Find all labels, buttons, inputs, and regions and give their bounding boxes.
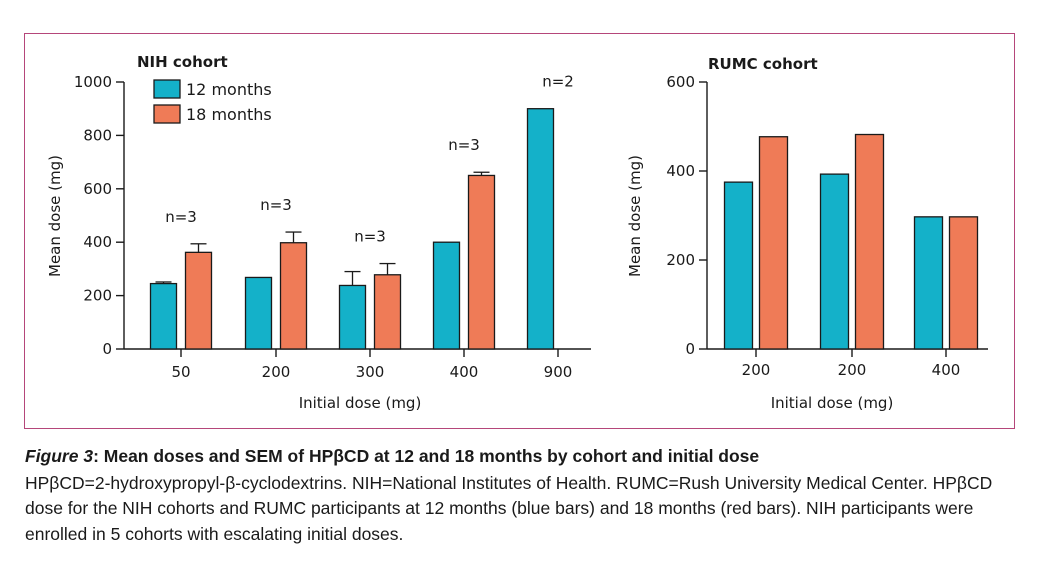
caption-title-text: : Mean doses and SEM of HPβCD at 12 and … <box>93 446 760 466</box>
bar <box>244 276 273 350</box>
bar <box>758 136 789 350</box>
x-tick-label: 200 <box>262 363 291 381</box>
bar <box>467 174 496 350</box>
legend-label: 12 months <box>186 80 272 99</box>
bar <box>526 108 555 350</box>
figure-caption: Figure 3: Mean doses and SEM of HPβCD at… <box>25 444 1025 547</box>
y-tick-label: 200 <box>83 287 112 305</box>
y-tick-label: 1000 <box>74 73 112 91</box>
y-tick-label: 0 <box>685 340 695 358</box>
y-axis-label: Mean dose (mg) <box>626 155 644 277</box>
x-tick-label: 400 <box>932 361 961 379</box>
panel-title: NIH cohort <box>137 53 228 71</box>
n-annotation: n=2 <box>542 73 574 91</box>
bar <box>338 284 367 350</box>
figure-frame <box>24 33 1015 429</box>
n-annotation: n=3 <box>165 208 197 226</box>
y-tick-label: 400 <box>83 233 112 251</box>
bar <box>373 274 402 350</box>
x-tick-label: 400 <box>450 363 479 381</box>
bar <box>432 241 461 350</box>
bar <box>948 216 979 350</box>
caption-title: Figure 3: Mean doses and SEM of HPβCD at… <box>25 444 1025 470</box>
caption-body: HPβCD=2-hydroxypropyl-β-cyclodextrins. N… <box>25 472 993 544</box>
y-tick-label: 600 <box>666 73 695 91</box>
charts-svg: NIH cohort 0 200 400 600 800 1000 50 200 300 400 90… <box>46 53 988 412</box>
n-annotation: n=3 <box>260 196 292 214</box>
caption-figure-label: Figure 3 <box>25 446 94 466</box>
y-tick-label: 200 <box>666 251 695 269</box>
x-axis-label: Initial dose (mg) <box>771 394 894 412</box>
n-annotation: n=3 <box>448 136 480 154</box>
panel-title: RUMC cohort <box>708 55 818 73</box>
bar <box>279 242 308 350</box>
y-tick-label: 800 <box>83 126 112 144</box>
legend-swatch <box>153 104 181 124</box>
legend-label: 18 months <box>186 105 272 124</box>
bar <box>149 282 178 350</box>
x-tick-label: 300 <box>356 363 385 381</box>
y-axis-label: Mean dose (mg) <box>46 155 64 277</box>
x-tick-label: 200 <box>838 361 867 379</box>
y-tick-label: 400 <box>666 162 695 180</box>
x-axis-label: Initial dose (mg) <box>299 394 422 412</box>
bar <box>913 216 944 350</box>
bar <box>819 173 850 350</box>
bar <box>854 133 885 350</box>
n-annotation: n=3 <box>354 228 386 246</box>
bar <box>723 181 754 350</box>
x-tick-label: 900 <box>544 363 573 381</box>
y-tick-label: 600 <box>83 180 112 198</box>
y-tick-label: 0 <box>102 340 112 358</box>
bar <box>184 251 213 350</box>
legend-swatch <box>153 79 181 99</box>
x-tick-label: 200 <box>742 361 771 379</box>
x-tick-label: 50 <box>171 363 190 381</box>
